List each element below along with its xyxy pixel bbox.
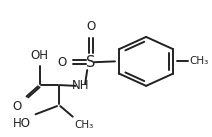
Text: HO: HO	[13, 117, 31, 130]
Text: CH₃: CH₃	[74, 120, 93, 130]
Text: O: O	[86, 20, 95, 33]
Text: O: O	[57, 56, 67, 69]
Text: NH: NH	[72, 79, 89, 92]
Text: S: S	[86, 55, 96, 70]
Text: OH: OH	[31, 49, 49, 62]
Text: CH₃: CH₃	[189, 56, 208, 66]
Text: O: O	[13, 100, 22, 113]
